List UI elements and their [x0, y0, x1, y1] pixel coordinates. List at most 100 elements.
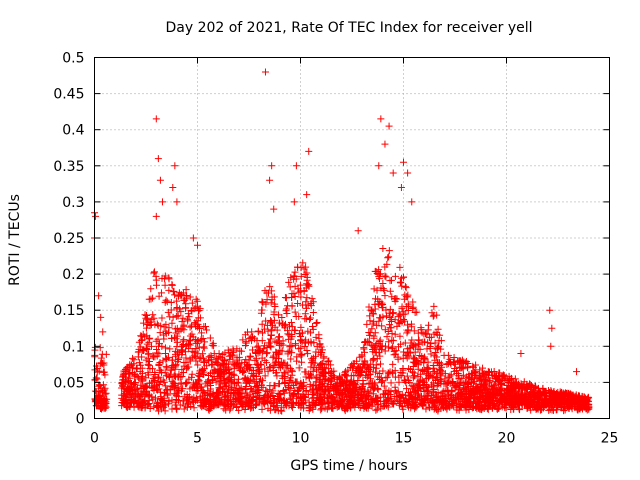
data-point [345, 401, 353, 409]
data-point [257, 360, 265, 368]
data-point [173, 297, 181, 305]
data-point [258, 320, 266, 328]
data-point [350, 399, 358, 407]
data-point [212, 396, 220, 404]
data-point [196, 314, 204, 322]
data-point [458, 356, 466, 364]
data-point [144, 400, 152, 408]
data-point [160, 394, 168, 402]
data-point [446, 379, 454, 387]
data-point [201, 357, 209, 365]
data-point [554, 388, 562, 396]
data-point [194, 320, 202, 328]
data-point [448, 395, 456, 403]
data-point [227, 352, 235, 360]
data-point [161, 382, 169, 390]
data-point [172, 361, 180, 369]
data-point [302, 304, 310, 312]
data-point [135, 374, 143, 382]
data-point [581, 400, 589, 408]
data-point [423, 382, 431, 390]
data-point [181, 392, 189, 400]
data-point [290, 290, 298, 298]
data-point-outlier [99, 328, 107, 336]
data-point [149, 353, 157, 361]
data-point [162, 327, 170, 335]
data-point [153, 346, 161, 354]
data-point [261, 392, 269, 400]
data-point [352, 385, 360, 393]
x-tick-label: 10 [292, 431, 310, 447]
data-point [322, 385, 330, 393]
data-point [185, 393, 193, 401]
data-point [167, 298, 175, 306]
data-point [327, 374, 335, 382]
data-point [445, 358, 453, 366]
data-point [396, 263, 404, 271]
data-point [418, 402, 426, 410]
data-point [171, 291, 179, 299]
data-point [409, 303, 417, 311]
data-point [145, 357, 153, 365]
data-point [384, 399, 392, 407]
data-point [269, 387, 277, 395]
data-point [311, 359, 319, 367]
data-point [168, 319, 176, 327]
data-point [366, 317, 374, 325]
y-tick-label: 0 [76, 412, 85, 428]
data-point [245, 335, 253, 343]
data-point [264, 327, 272, 335]
data-point [276, 346, 284, 354]
data-point [247, 404, 255, 412]
data-point [296, 281, 304, 289]
data-point [363, 393, 371, 401]
data-point [311, 400, 319, 408]
data-point [437, 380, 445, 388]
data-point [188, 299, 196, 307]
data-point [155, 350, 163, 358]
data-point [168, 382, 176, 390]
x-tick-label: 0 [90, 431, 99, 447]
data-point [423, 345, 431, 353]
data-point [118, 380, 126, 388]
data-point [302, 315, 310, 323]
data-point [255, 347, 263, 355]
data-point [395, 401, 403, 409]
data-point [174, 291, 182, 299]
data-point [445, 374, 453, 382]
data-point [219, 383, 227, 391]
data-point [243, 363, 251, 371]
data-point [332, 387, 340, 395]
data-point [267, 331, 275, 339]
data-point [343, 384, 351, 392]
data-point [264, 367, 272, 375]
data-point [249, 370, 257, 378]
data-point [254, 328, 262, 336]
data-point [456, 403, 464, 411]
data-point [389, 337, 397, 345]
data-point [181, 348, 189, 356]
data-point [316, 398, 324, 406]
data-point [301, 393, 309, 401]
data-point [375, 266, 383, 274]
data-point [148, 342, 156, 350]
data-point [252, 402, 260, 410]
data-point [91, 343, 99, 351]
data-point [197, 383, 205, 391]
data-point [284, 348, 292, 356]
data-point [96, 402, 104, 410]
y-tick-label: 0.15 [53, 303, 84, 319]
data-point [168, 364, 176, 372]
data-point [163, 298, 171, 306]
data-point [317, 393, 325, 401]
data-point [217, 398, 225, 406]
data-point [414, 329, 422, 337]
data-point [398, 303, 406, 311]
data-point [284, 383, 292, 391]
data-point [405, 403, 413, 411]
data-point [375, 348, 383, 356]
data-point [317, 343, 325, 351]
data-point [567, 401, 575, 409]
data-point [429, 388, 437, 396]
data-point [539, 404, 547, 412]
